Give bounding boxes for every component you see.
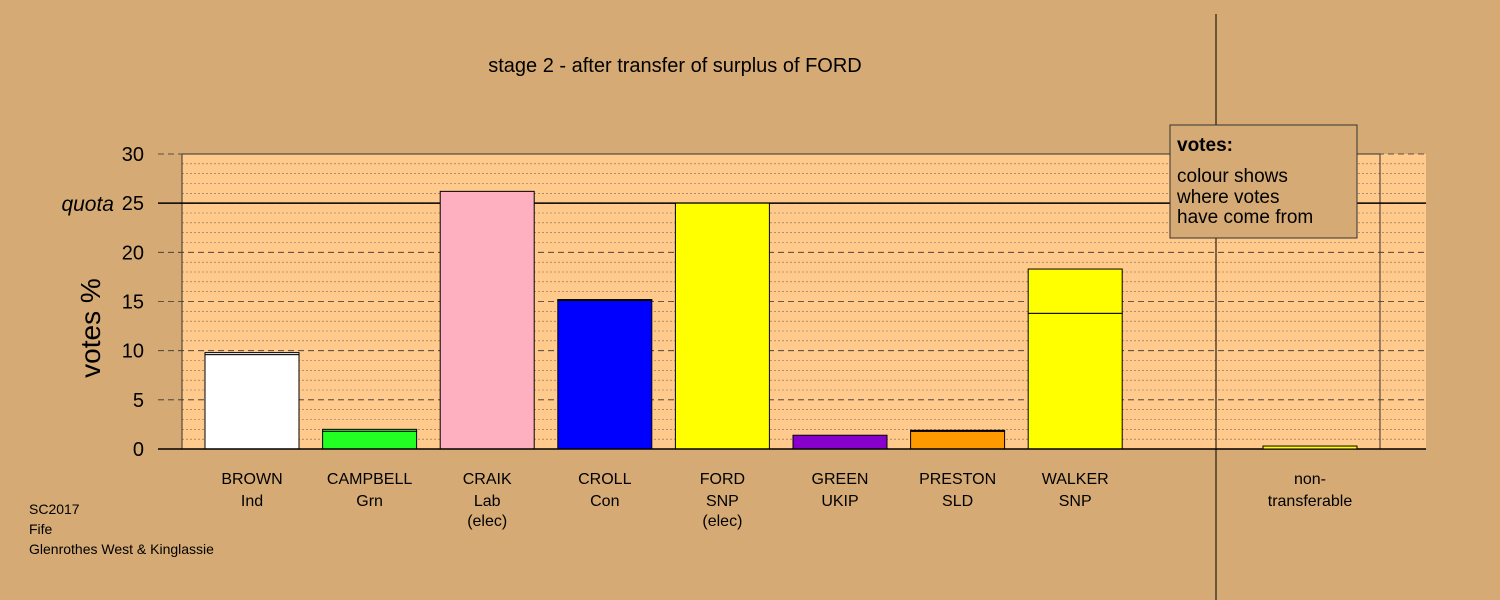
candidate-name: CROLL	[578, 471, 631, 488]
bar-green	[792, 434, 888, 450]
candidate-party: Ind	[241, 493, 263, 510]
y-tick-label: 20	[122, 242, 144, 264]
y-axis-label: votes %	[75, 278, 106, 378]
nontransferable-label-line1: non-	[1294, 471, 1326, 488]
candidate-party: Con	[590, 493, 619, 510]
bar-croll	[557, 299, 653, 450]
candidate-party: SNP	[1059, 493, 1092, 510]
bars	[204, 190, 1123, 450]
candidate-note: (elec)	[467, 513, 507, 530]
bar-segment	[322, 428, 418, 432]
legend-line: colour shows	[1177, 166, 1288, 187]
footer-line2: Fife	[29, 521, 53, 537]
nontransferable-label-line2: transferable	[1268, 493, 1353, 510]
bar-segment	[204, 354, 300, 450]
y-tick-label: 0	[133, 439, 144, 461]
nontransferable-group: non- transferable	[1262, 445, 1358, 510]
bar-segment	[1027, 312, 1123, 450]
candidate-party: Grn	[356, 493, 383, 510]
legend-line: where votes	[1176, 187, 1279, 208]
bar-ford	[674, 202, 770, 450]
candidate-name: WALKER	[1042, 471, 1109, 488]
bar-campbell	[322, 428, 418, 450]
bar-walker	[1027, 268, 1123, 450]
candidate-name: CAMPBELL	[327, 471, 412, 488]
bar-segment	[910, 429, 1006, 432]
footer-line1: SC2017	[29, 501, 80, 517]
candidate-party: UKIP	[821, 493, 858, 510]
y-tick-label: 30	[122, 144, 144, 166]
candidate-name: CRAIK	[463, 471, 512, 488]
candidate-party: SNP	[706, 493, 739, 510]
bar-craik	[439, 190, 535, 450]
y-tick-label: 15	[122, 292, 144, 314]
candidate-labels: BROWN Ind CAMPBELL Grn CRAIK Lab (elec) CROLL Co…	[221, 471, 1108, 530]
candidate-party: Lab	[474, 493, 501, 510]
footer-line3: Glenrothes West & Kinglassie	[29, 541, 214, 557]
bar-segment	[557, 300, 653, 450]
bar-segment	[204, 352, 300, 356]
bar-segment	[1027, 268, 1123, 314]
quota-label: quota	[61, 193, 114, 216]
bar-segment	[439, 190, 535, 450]
bar-segment	[322, 430, 418, 450]
candidate-name: PRESTON	[919, 471, 996, 488]
y-tick-label: 5	[133, 390, 144, 412]
legend-line: have come from	[1177, 207, 1313, 228]
y-tick-label: 25	[122, 193, 144, 215]
bar-brown	[204, 352, 300, 450]
candidate-name: BROWN	[221, 471, 282, 488]
candidate-party: SLD	[942, 493, 973, 510]
bar-preston	[910, 429, 1006, 450]
y-tick-label: 10	[122, 341, 144, 363]
bar-segment	[674, 202, 770, 450]
bar-segment	[557, 299, 653, 302]
y-axis-ticks: 0 5 10 15 20 25 30	[122, 144, 144, 461]
nontransferable-bar	[1262, 445, 1358, 450]
candidate-name: FORD	[700, 471, 745, 488]
bar-segment	[910, 430, 1006, 450]
candidate-name: GREEN	[812, 471, 869, 488]
chart-title: stage 2 - after transfer of surplus of F…	[488, 55, 861, 77]
legend: votes: colour shows where votes have com…	[1169, 124, 1358, 239]
legend-box	[1169, 124, 1358, 239]
legend-title: votes:	[1177, 135, 1233, 156]
candidate-note: (elec)	[702, 513, 742, 530]
bar-segment	[792, 434, 888, 450]
